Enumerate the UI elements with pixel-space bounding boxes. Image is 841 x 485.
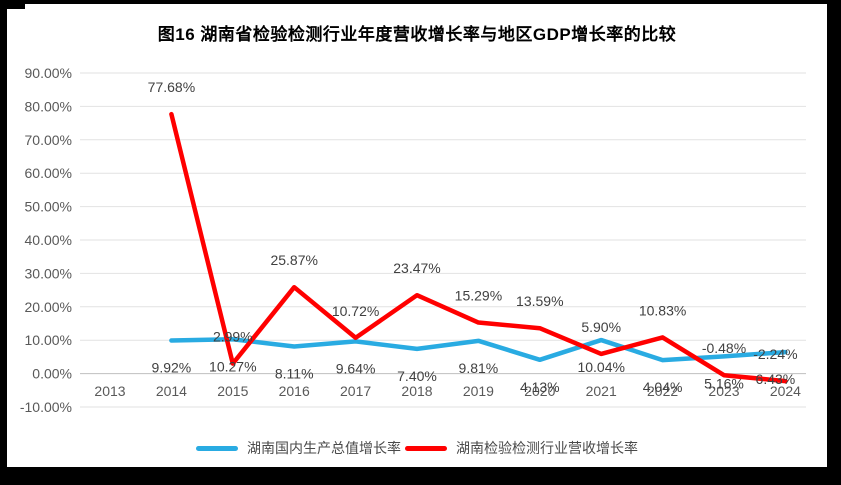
gdp-growth-line-series	[169, 337, 788, 363]
x-axis-tick-label: 2015	[217, 383, 248, 399]
y-axis-tick-label: 60.00%	[25, 165, 72, 181]
gdp-growth-data-label: 9.81%	[459, 360, 499, 376]
testing-revenue-growth-data-label: -0.48%	[702, 340, 746, 356]
gdp-growth-data-label: 8.11%	[275, 366, 314, 382]
testing-revenue-growth-data-label: 25.87%	[270, 252, 317, 268]
x-axis-tick-label: 2013	[94, 383, 125, 399]
y-axis-tick-label: 90.00%	[25, 65, 72, 81]
gdp-growth-data-label: 4.04%	[643, 379, 683, 395]
legend-swatch-revenue-line	[405, 445, 447, 451]
gdp-growth-data-label: 7.40%	[397, 368, 437, 384]
x-axis-tick-label: 2023	[708, 383, 739, 399]
gdp-growth-data-label: 5.16%	[704, 375, 744, 391]
legend-item-gdp: 湖南国内生产总值增长率	[196, 438, 401, 458]
x-axis-tick-label: 2024	[770, 383, 801, 399]
gdp-growth-data-label: 9.64%	[336, 360, 376, 376]
x-axis-tick-label: 2019	[463, 383, 494, 399]
gdp-growth-data-label: 10.27%	[209, 358, 256, 374]
testing-revenue-growth-data-label: 77.68%	[148, 79, 195, 95]
y-axis-tick-label: 80.00%	[25, 98, 72, 114]
x-axis-tick-label: 2021	[586, 383, 617, 399]
testing-revenue-growth-data-label: 13.59%	[516, 293, 563, 309]
gdp-growth-data-label: 4.13%	[520, 379, 560, 395]
x-axis-tick-label: 2018	[401, 383, 432, 399]
y-axis-tick-label: 0.00%	[32, 366, 72, 382]
x-axis-tick-label: 2020	[524, 383, 555, 399]
testing-revenue-growth-data-label: 15.29%	[455, 288, 502, 304]
y-axis-tick-label: 70.00%	[25, 132, 72, 148]
gdp-growth-data-label: 6.43%	[756, 371, 796, 387]
x-axis-tick-label: 2017	[340, 383, 371, 399]
testing-revenue-growth-data-label: 10.72%	[332, 303, 379, 319]
frame-border-left	[0, 0, 7, 485]
frame-border-top	[0, 0, 841, 4]
testing-revenue-growth-data-label: 2.99%	[213, 329, 253, 345]
frame-border-right	[827, 0, 841, 485]
y-axis-tick-label: 10.00%	[25, 332, 72, 348]
chart-title: 图16 湖南省检验检测行业年度营收增长率与地区GDP增长率的比较	[157, 25, 677, 44]
legend: 湖南国内生产总值增长率 湖南检验检测行业营收增长率	[7, 437, 827, 459]
legend-label-revenue: 湖南检验检测行业营收增长率	[456, 440, 638, 456]
y-axis-tick-label: 30.00%	[25, 265, 72, 281]
gdp-growth-data-label: 10.04%	[577, 359, 624, 375]
y-axis-tick-label: 40.00%	[25, 232, 72, 248]
y-axis-tick-label: 50.00%	[25, 199, 72, 215]
legend-swatch-gdp-line	[196, 445, 238, 451]
testing-revenue-growth-data-label: 23.47%	[393, 260, 440, 276]
testing-revenue-growth-data-label: -2.24%	[753, 346, 797, 362]
testing-revenue-growth-line-series	[169, 111, 788, 384]
frame-border-bottom	[0, 467, 841, 485]
testing-revenue-growth-data-label: 5.90%	[581, 319, 621, 335]
frame-corner-blob	[0, 0, 25, 9]
x-axis-tick-label: 2014	[156, 383, 187, 399]
gdp-growth-data-label: 9.92%	[152, 359, 192, 375]
x-axis-tick-label: 2016	[279, 383, 310, 399]
legend-label-gdp: 湖南国内生产总值增长率	[247, 440, 401, 456]
y-axis-tick-label: 20.00%	[25, 299, 72, 315]
x-axis-tick-label: 2022	[647, 383, 678, 399]
y-axis-tick-label: -10.00%	[20, 399, 72, 415]
legend-item-revenue: 湖南检验检测行业营收增长率	[405, 438, 638, 458]
testing-revenue-growth-data-label: 10.83%	[639, 302, 686, 318]
